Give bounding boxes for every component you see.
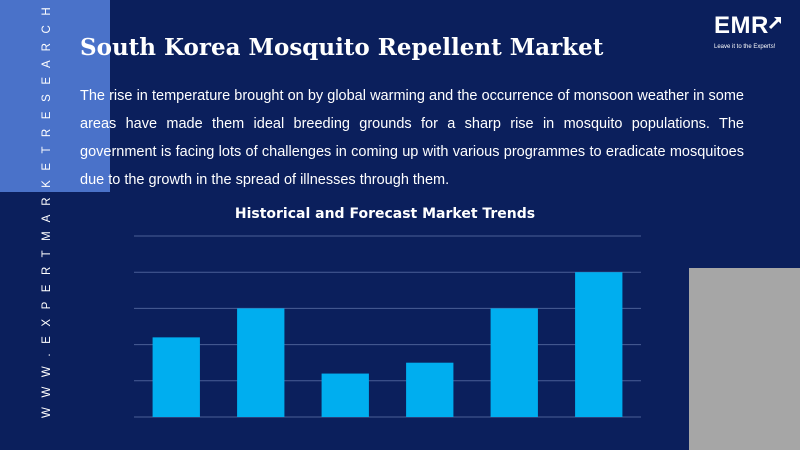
page-title: South Korea Mosquito Repellent Market [80,34,604,61]
chart-bar-5 [490,308,538,417]
chart-bar-1 [152,337,200,417]
chart-title: Historical and Forecast Market Trends [234,206,536,222]
arrow-up-icon [768,16,782,30]
chart-bar-2 [237,308,285,417]
chart-bar-4 [406,362,454,417]
emr-logo: EMR Leave it to the Experts! [714,12,786,58]
market-description: The rise in temperature brought on by gl… [80,88,744,188]
chart-bar-3 [321,373,369,417]
decorative-gray-block [689,268,800,450]
logo-mark: EMR [714,12,769,39]
chart-bar-6 [575,272,623,417]
accent-block [0,0,110,192]
logo-tagline: Leave it to the Experts! [714,44,776,50]
